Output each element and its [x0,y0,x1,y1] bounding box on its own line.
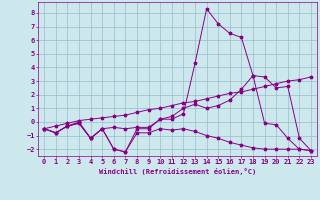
X-axis label: Windchill (Refroidissement éolien,°C): Windchill (Refroidissement éolien,°C) [99,168,256,175]
